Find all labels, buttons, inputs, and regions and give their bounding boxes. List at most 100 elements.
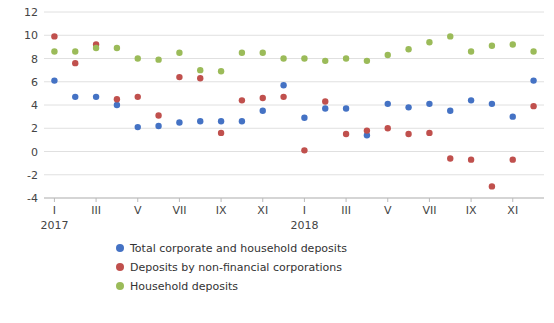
- point: [239, 49, 245, 55]
- point: [280, 82, 286, 88]
- x-tick: [429, 198, 430, 202]
- grid-line: [44, 198, 544, 199]
- legend: Total corporate and household depositsDe…: [116, 242, 347, 293]
- x-tick: [512, 198, 513, 202]
- point: [530, 48, 536, 54]
- x-tick-label: I: [303, 204, 306, 217]
- x-tick: [471, 198, 472, 202]
- point: [447, 155, 453, 161]
- x-tick: [96, 198, 97, 202]
- point: [72, 60, 78, 66]
- point: [135, 55, 141, 61]
- point: [364, 58, 370, 64]
- point: [426, 101, 432, 107]
- point: [468, 48, 474, 54]
- point: [322, 105, 328, 111]
- point: [260, 108, 266, 114]
- point: [510, 41, 516, 47]
- point: [93, 94, 99, 100]
- point: [114, 45, 120, 51]
- grid-line: [44, 128, 544, 129]
- legend-swatch: [116, 263, 124, 271]
- point: [72, 94, 78, 100]
- grid-line: [44, 81, 544, 82]
- point: [239, 118, 245, 124]
- point: [176, 74, 182, 80]
- point: [405, 46, 411, 52]
- grid-line: [44, 35, 544, 36]
- point: [405, 131, 411, 137]
- series-points: [51, 33, 537, 189]
- grid-line: [44, 174, 544, 175]
- point: [51, 77, 57, 83]
- point: [405, 104, 411, 110]
- point: [280, 94, 286, 100]
- points: [51, 33, 537, 189]
- point: [260, 95, 266, 101]
- point: [468, 156, 474, 162]
- grid-line: [44, 12, 544, 13]
- point: [530, 103, 536, 109]
- x-tick-label: IX: [216, 204, 227, 217]
- point: [447, 108, 453, 114]
- point: [301, 115, 307, 121]
- x-tick-label: XI: [507, 204, 518, 217]
- x-tick: [179, 198, 180, 202]
- x-tick: [387, 198, 388, 202]
- point: [530, 77, 536, 83]
- y-tick-label: 0: [31, 146, 38, 159]
- point: [468, 97, 474, 103]
- point: [51, 33, 57, 39]
- x-tick-label: III: [91, 204, 101, 217]
- x-tick: [137, 198, 138, 202]
- point: [197, 67, 203, 73]
- series-points: [51, 77, 537, 138]
- grid-line: [44, 151, 544, 152]
- point: [489, 43, 495, 49]
- point: [218, 118, 224, 124]
- legend-label: Household deposits: [130, 280, 238, 293]
- y-grid: -4-2024681012: [24, 6, 544, 205]
- legend-swatch: [116, 282, 124, 290]
- x-tick-label: V: [134, 204, 142, 217]
- year-label: 2017: [40, 219, 68, 232]
- point: [343, 131, 349, 137]
- point: [489, 101, 495, 107]
- point: [197, 75, 203, 81]
- point: [322, 58, 328, 64]
- y-tick-label: 8: [31, 53, 38, 66]
- x-tick-label: XI: [257, 204, 268, 217]
- point: [510, 156, 516, 162]
- x-tick-label: I: [53, 204, 56, 217]
- point: [301, 55, 307, 61]
- point: [385, 52, 391, 58]
- x-axis-line: [44, 198, 544, 199]
- point: [114, 102, 120, 108]
- x-tick: [304, 198, 305, 202]
- point: [218, 130, 224, 136]
- point: [322, 98, 328, 104]
- point: [72, 48, 78, 54]
- y-tick-label: 2: [31, 122, 38, 135]
- x-tick: [221, 198, 222, 202]
- point: [301, 147, 307, 153]
- x-axis: IIIIVVIIIXXIIIIIVVIIIXXI: [53, 198, 518, 217]
- point: [447, 33, 453, 39]
- point: [426, 39, 432, 45]
- point: [155, 112, 161, 118]
- point: [176, 49, 182, 55]
- point: [364, 127, 370, 133]
- point: [426, 130, 432, 136]
- legend-swatch: [116, 244, 124, 252]
- point: [197, 118, 203, 124]
- point: [489, 183, 495, 189]
- point: [218, 68, 224, 74]
- year-label: 2018: [290, 219, 318, 232]
- point: [385, 125, 391, 131]
- point: [385, 101, 391, 107]
- y-tick-label: -2: [27, 169, 38, 182]
- point: [343, 105, 349, 111]
- y-tick-label: 12: [24, 6, 38, 19]
- point: [239, 97, 245, 103]
- point: [51, 48, 57, 54]
